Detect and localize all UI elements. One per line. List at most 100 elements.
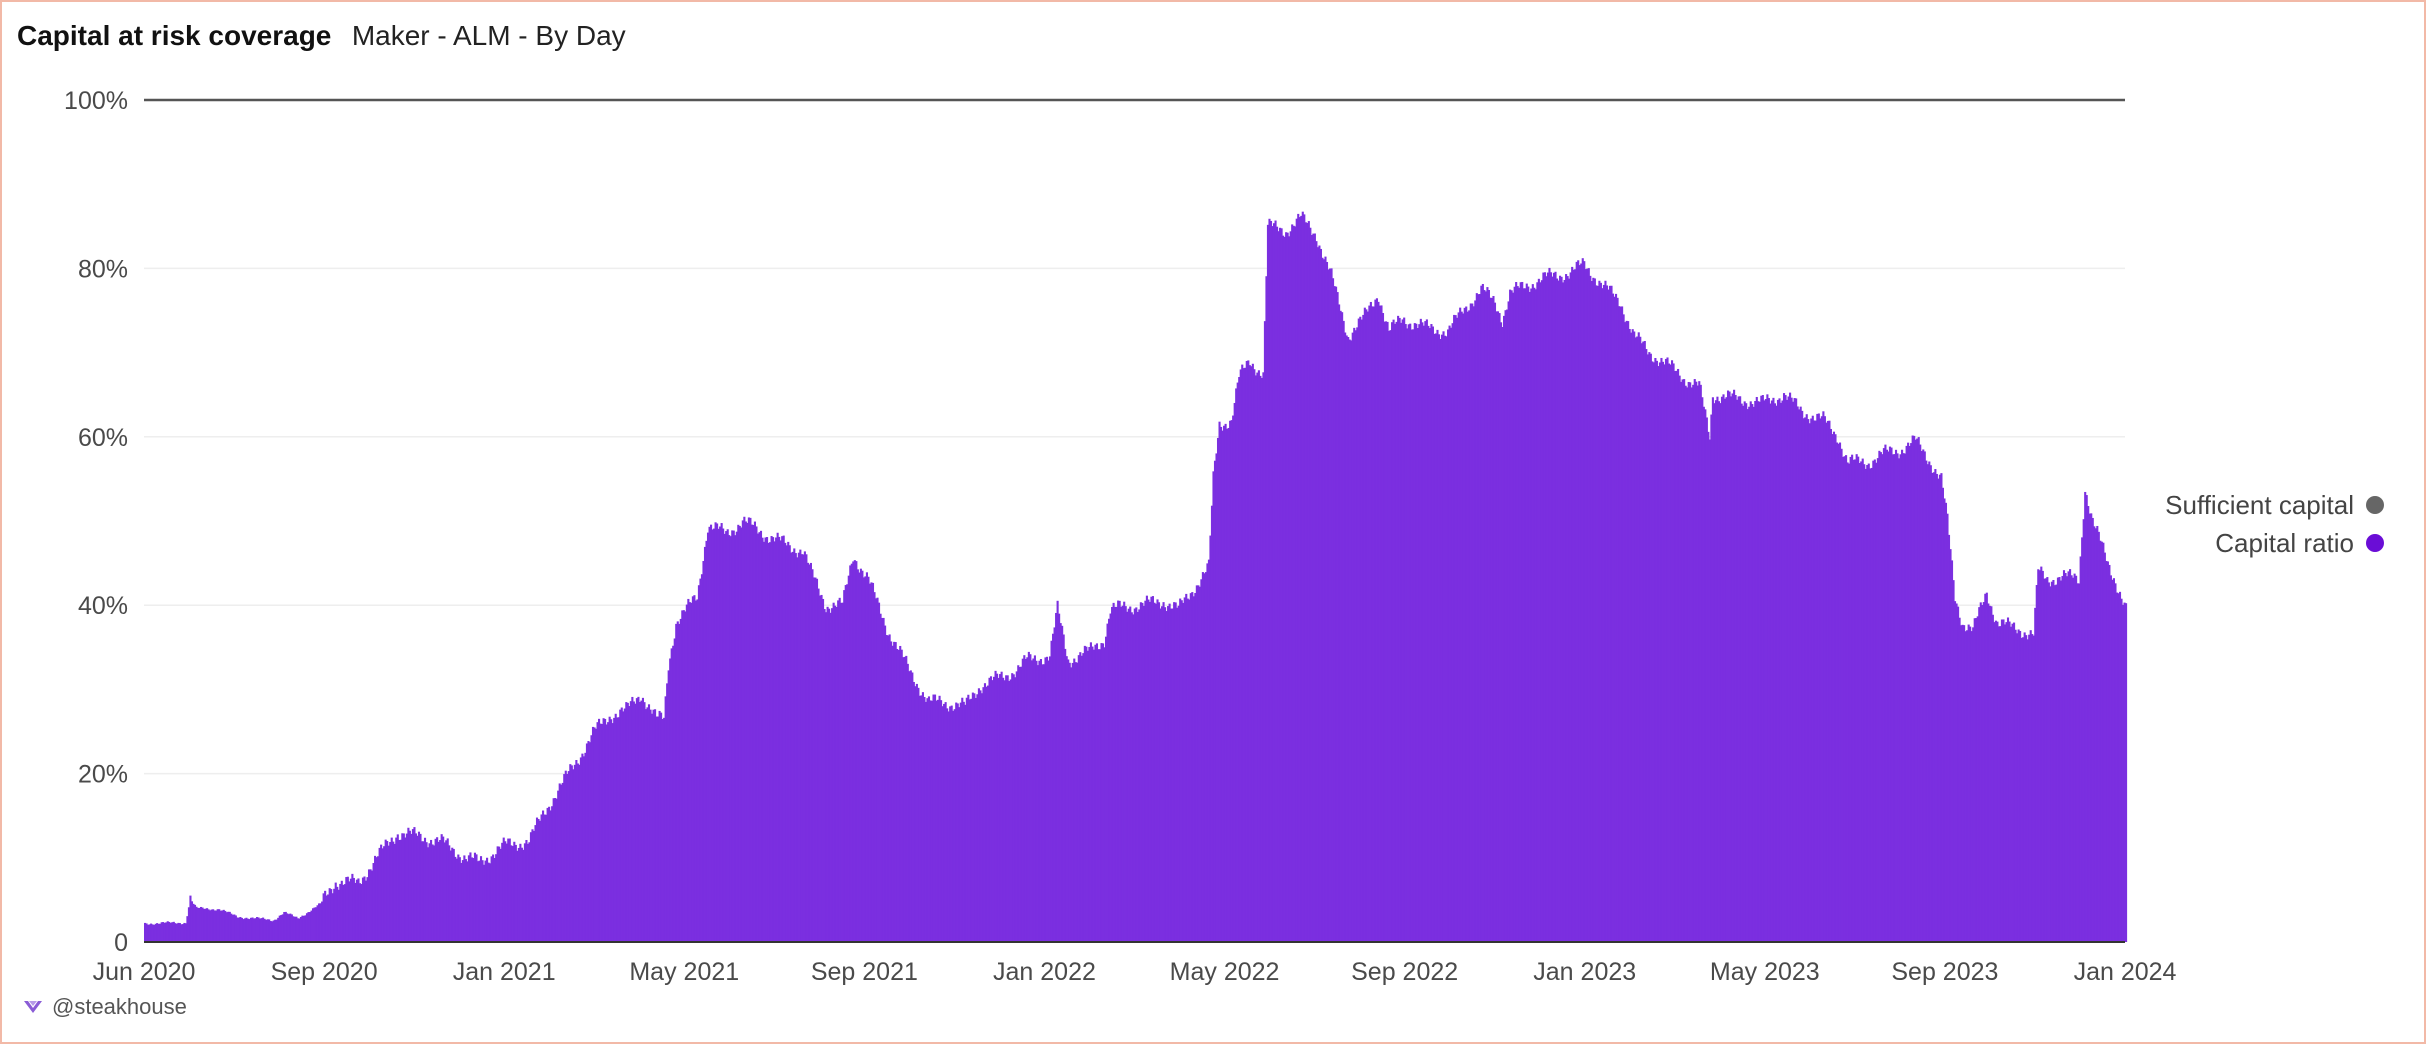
capital-ratio-bar [501,842,504,942]
capital-ratio-bar [1067,659,1070,942]
capital-ratio-bar [1621,306,1624,942]
capital-ratio-bar [993,676,996,942]
capital-ratio-bar [1801,410,1804,942]
capital-ratio-bar [2013,622,2016,942]
capital-ratio-bar [903,656,906,942]
capital-ratio-bar [840,602,843,942]
capital-ratio-bar [1689,382,1692,943]
capital-ratio-bar [207,909,210,942]
capital-ratio-bar [849,565,852,942]
capital-ratio-bar [186,916,189,942]
capital-ratio-bar [219,910,222,942]
capital-ratio-bar [201,907,204,942]
capital-ratio-bar [371,870,374,942]
capital-ratio-bar [1431,326,1434,942]
capital-ratio-bar [1522,288,1525,942]
capital-ratio-bar [870,582,873,942]
capital-ratio-bar [660,712,663,942]
capital-ratio-bar [1221,430,1224,942]
capital-ratio-bar [1486,287,1489,943]
capital-ratio-bar [657,716,660,942]
capital-ratio-bar [1509,289,1512,942]
capital-ratio-bar [1572,269,1575,942]
capital-ratio-bar [762,541,766,942]
capital-ratio-bar [1773,403,1777,942]
capital-ratio-bar [1160,606,1164,942]
capital-ratio-bar [1266,224,1270,943]
capital-ratio-bar [1389,330,1392,942]
capital-ratio-bar [216,909,219,942]
capital-ratio-bar [1477,294,1480,942]
capital-ratio-bar [1354,330,1357,942]
capital-ratio-bar [271,921,274,942]
capital-ratio-bar [802,554,805,942]
capital-ratio-bar [1637,332,1640,943]
capital-ratio-bar [363,876,366,942]
capital-ratio-bar [826,606,829,942]
capital-ratio-bar [1177,605,1180,942]
capital-ratio-bar [1686,387,1689,942]
capital-ratio-bar [1897,458,1901,942]
capital-ratio-bar [817,588,820,942]
capital-ratio-bar [837,600,840,942]
capital-ratio-bar [1584,269,1587,943]
capital-ratio-bar [1648,352,1651,942]
capital-ratio-bar [1669,364,1672,942]
capital-ratio-bar [298,918,301,942]
capital-ratio-bar [517,847,520,942]
capital-ratio-bar [1413,323,1416,943]
capital-ratio-bar [1197,585,1200,942]
capital-ratio-bar [343,884,346,942]
capital-ratio-bar [694,600,697,942]
capital-ratio-bar [346,876,349,942]
capital-ratio-bar [1030,660,1033,942]
capital-ratio-bar [986,685,990,942]
capital-ratio-bar [805,554,808,942]
capital-ratio-bar [1899,454,1902,942]
capital-ratio-bar [162,922,165,942]
capital-ratio-bar [2050,581,2053,942]
x-tick-label: Sep 2022 [1351,958,1458,986]
capital-ratio-bar [425,842,428,942]
capital-ratio-bar [2097,531,2100,942]
capital-ratio-bar [526,843,529,942]
capital-ratio-bar [782,535,785,942]
steakhouse-logo-icon [24,1001,42,1013]
capital-ratio-bar [1858,462,1861,942]
capital-ratio-bar [861,570,864,942]
capital-ratio-bar [598,718,601,942]
capital-ratio-bar [284,911,287,942]
capital-ratio-bar [1042,664,1046,942]
capital-ratio-bar [1148,601,1151,942]
capital-ratio-bar [1958,617,1961,942]
legend-item-capital-ratio[interactable]: Capital ratio [2165,524,2384,562]
chart-header: Capital at risk coverage Maker - ALM - B… [17,20,626,52]
capital-ratio-bar [2043,578,2046,942]
capital-ratio-bar [1179,598,1182,942]
capital-ratio-bar [1124,606,1127,942]
x-tick-label: Jan 2023 [1533,958,1636,986]
capital-ratio-bar [401,833,404,942]
capital-ratio-bar [1787,396,1790,943]
legend-item-sufficient-capital[interactable]: Sufficient capital [2165,486,2384,524]
capital-ratio-bar [1186,598,1189,942]
capital-ratio-bar [1383,321,1386,943]
capital-ratio-bar [864,576,867,942]
capital-ratio-bar [522,849,525,942]
capital-ratio-bar [1313,233,1316,942]
capital-ratio-bar [638,702,641,942]
capital-ratio-bar [1232,415,1235,942]
capital-ratio-bar [1068,662,1071,942]
capital-ratio-bar [348,881,351,942]
capital-ratio-bar [1053,627,1056,942]
capital-ratio-bar [1014,677,1017,942]
capital-ratio-bar [1672,363,1675,943]
capital-ratio-bar [1828,420,1831,943]
capital-ratio-bar [787,541,790,942]
capital-ratio-bar [914,686,917,942]
capital-ratio-bar [746,522,749,942]
capital-ratio-bar [349,878,352,942]
capital-ratio-bar [1746,409,1749,943]
capital-ratio-bar [1627,321,1630,943]
capital-ratio-bar [357,878,360,942]
